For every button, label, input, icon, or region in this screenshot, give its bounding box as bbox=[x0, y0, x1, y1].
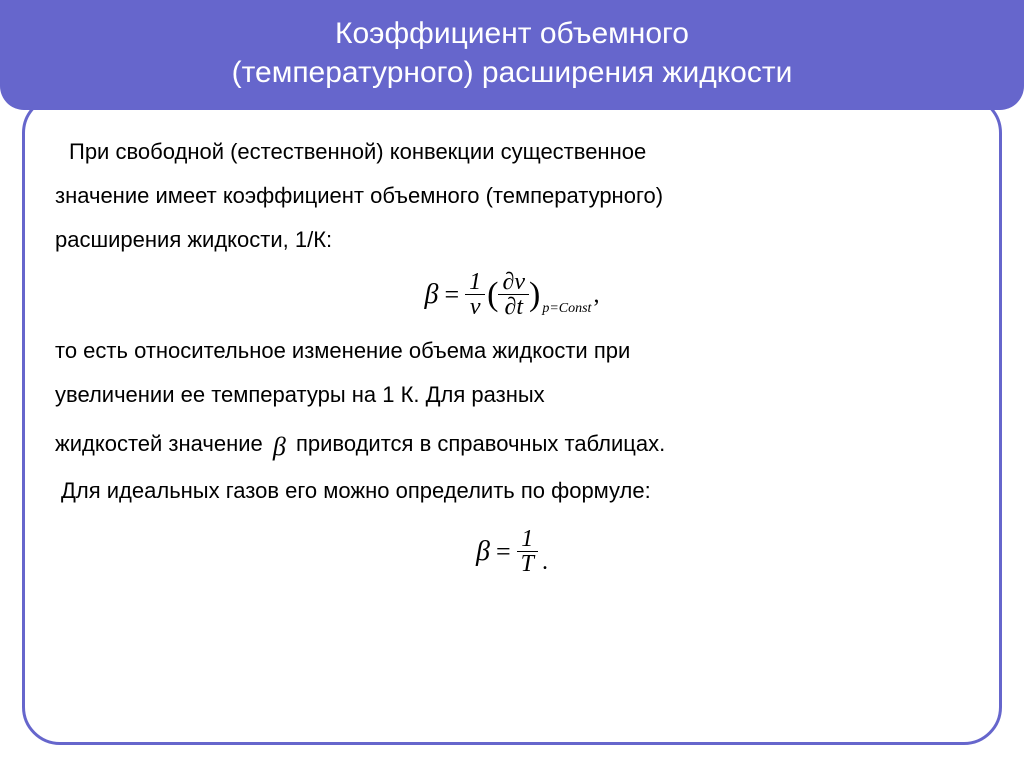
p2-beta: β bbox=[273, 432, 286, 461]
paragraph-1: При свободной (естественной) конвекции с… bbox=[55, 130, 969, 262]
p2-line3-post: приводится в справочных таблицах. bbox=[296, 431, 665, 456]
p1-line2: значение имеет коэффициент объемного (те… bbox=[55, 183, 663, 208]
paragraph-2: то есть относительное изменение объема ж… bbox=[55, 329, 969, 469]
f1-den1: v bbox=[465, 295, 485, 319]
f1-beta: β bbox=[425, 281, 439, 309]
f1-lparen: ( bbox=[487, 278, 498, 312]
p3-text: Для идеальных газов его можно определить… bbox=[61, 478, 651, 503]
p2-line3-pre: жидкостей значение bbox=[55, 431, 269, 456]
f1-dden: ∂t bbox=[498, 295, 529, 319]
f1-rparen: ) bbox=[529, 278, 540, 312]
slide-title: Коэффициент объемного (температурного) р… bbox=[0, 0, 1024, 110]
f1-equals: = bbox=[444, 282, 459, 308]
p2-line1: то есть относительное изменение объема ж… bbox=[55, 338, 630, 363]
formula-beta-definition: β = 1 v ( ∂v ∂t ) p=Const , bbox=[55, 270, 969, 319]
f2-equals: = bbox=[496, 539, 511, 565]
title-line2: (температурного) расширения жидкости bbox=[232, 56, 793, 89]
title-line1: Коэффициент объемного bbox=[335, 17, 689, 50]
paragraph-3: Для идеальных газов его можно определить… bbox=[55, 469, 969, 513]
f2-beta: β bbox=[476, 538, 490, 566]
f2-den: T bbox=[517, 552, 538, 576]
f2-period: . bbox=[542, 550, 548, 574]
p1-line3: расширения жидкости, 1/К: bbox=[55, 227, 332, 252]
formula-beta-ideal-gas: β = 1 T . bbox=[55, 527, 969, 576]
f1-dnum: ∂v bbox=[498, 270, 529, 295]
p2-line2: увеличении ее температуры на 1 К. Для ра… bbox=[55, 382, 545, 407]
slide-body: При свободной (естественной) конвекции с… bbox=[55, 130, 969, 576]
f1-comma: , bbox=[593, 283, 599, 307]
f1-num1: 1 bbox=[465, 270, 485, 295]
p1-line1: При свободной (естественной) конвекции с… bbox=[69, 139, 646, 164]
f2-num: 1 bbox=[517, 527, 538, 552]
f1-subscript: p=Const bbox=[542, 302, 591, 316]
